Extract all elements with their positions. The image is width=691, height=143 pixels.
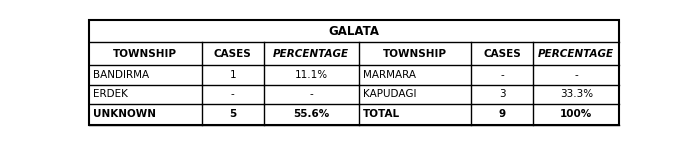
Text: -: - <box>310 89 313 99</box>
Text: 55.6%: 55.6% <box>293 109 330 119</box>
Text: 3: 3 <box>499 89 506 99</box>
Text: ERDEK: ERDEK <box>93 89 129 99</box>
Text: BANDIRMA: BANDIRMA <box>93 70 149 80</box>
Text: CASES: CASES <box>484 49 521 59</box>
Text: PERCENTAGE: PERCENTAGE <box>273 49 349 59</box>
Text: UNKNOWN: UNKNOWN <box>93 109 156 119</box>
Text: MARMARA: MARMARA <box>363 70 416 80</box>
Text: 100%: 100% <box>560 109 592 119</box>
Text: TOWNSHIP: TOWNSHIP <box>383 49 447 59</box>
Text: PERCENTAGE: PERCENTAGE <box>538 49 614 59</box>
Text: 33.3%: 33.3% <box>560 89 593 99</box>
Text: -: - <box>500 70 504 80</box>
Text: GALATA: GALATA <box>329 25 379 38</box>
Text: CASES: CASES <box>214 49 252 59</box>
Text: 1: 1 <box>229 70 236 80</box>
Text: -: - <box>574 70 578 80</box>
Text: TOWNSHIP: TOWNSHIP <box>113 49 178 59</box>
Text: 5: 5 <box>229 109 236 119</box>
Text: -: - <box>231 89 234 99</box>
Text: KAPUDAGI: KAPUDAGI <box>363 89 417 99</box>
Text: TOTAL: TOTAL <box>363 109 400 119</box>
Text: 11.1%: 11.1% <box>294 70 328 80</box>
Text: 9: 9 <box>499 109 506 119</box>
